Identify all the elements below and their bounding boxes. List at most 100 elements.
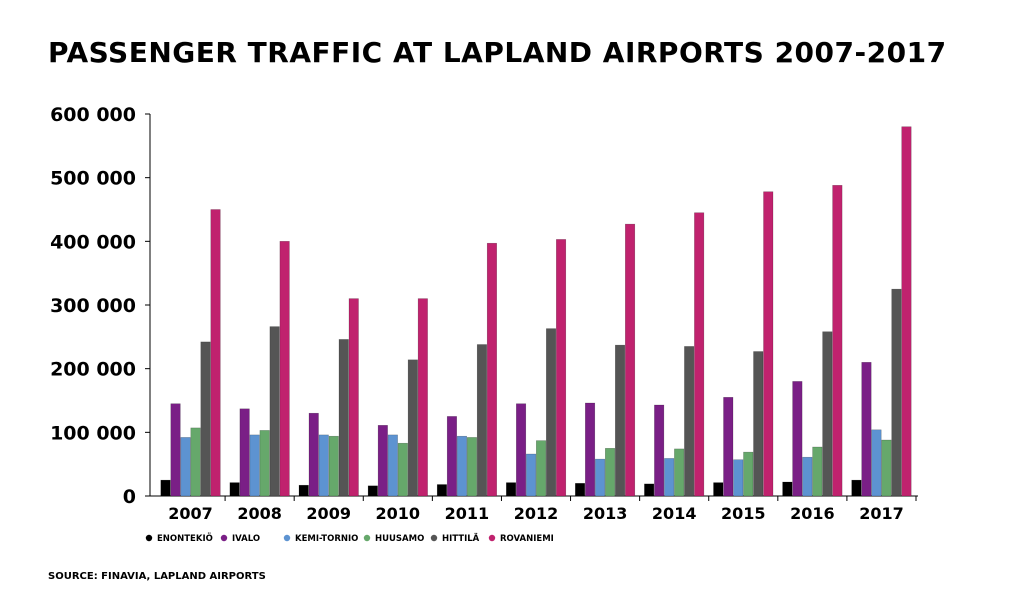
bar [466,437,477,497]
bar [595,458,606,497]
bar [871,429,882,497]
bar [674,448,685,497]
x-tick-label: 2008 [237,504,282,523]
bar [367,485,378,497]
legend-label: ROVANIEMI [500,534,554,544]
legend-swatch [488,534,496,542]
bar [664,458,675,497]
bar [476,344,487,497]
legend-label: HITTILÄ [442,533,480,544]
bar [812,446,823,497]
bar [832,185,843,497]
legend-label: HUUSAMO [375,534,424,544]
legend-swatch [430,534,438,542]
legend-label: ENONTEKIÖ [157,533,213,544]
bar [190,427,201,497]
x-tick-label: 2015 [721,504,766,523]
y-tick-label: 100 000 [50,422,136,444]
legend-swatch [220,534,228,542]
source-note: SOURCE: FINAVIA, LAPLAND AIRPORTS [48,571,266,582]
bar [397,442,408,497]
bar [585,402,596,497]
bar [792,381,803,497]
bar [298,484,309,497]
bar [861,362,872,497]
bar [615,344,626,497]
bar [516,403,527,497]
bar [743,451,754,497]
bar [249,434,260,497]
x-tick-label: 2007 [168,504,213,523]
bar [180,437,191,497]
x-tick-label: 2016 [790,504,835,523]
y-tick-label: 0 [123,486,136,508]
bar [259,430,270,497]
legend-swatch [363,534,371,542]
bar [605,448,616,497]
y-tick-label: 600 000 [50,104,136,126]
bar [881,439,892,497]
bars [160,126,912,497]
x-tick-label: 2017 [859,504,904,523]
bar [851,479,862,497]
bar [446,416,457,497]
x-tick-label: 2011 [445,504,490,523]
x-tick-label: 2014 [652,504,697,523]
legend: ENONTEKIÖ IVALO KEMI-TORNIO HUUSAMO HITTILÄ R… [145,533,554,544]
bar [407,359,418,497]
bar [200,341,211,497]
bar [348,298,359,497]
y-tick-label: 200 000 [50,359,136,381]
x-tick-label: 2012 [514,504,559,523]
bar [723,397,734,497]
bar [654,404,665,497]
bar [486,242,497,497]
bar [436,484,447,497]
bar [417,298,428,497]
x-tick-label: 2009 [306,504,351,523]
legend-label: IVALO [232,534,260,544]
bar [170,403,181,497]
bar [556,239,567,497]
bar [308,412,319,497]
bar [229,482,240,497]
bar [901,126,912,497]
bar [387,434,398,497]
legend-swatch [283,534,291,542]
bar [802,456,813,497]
chart-title: PASSENGER TRAFFIC AT LAPLAND AIRPORTS 20… [48,36,947,69]
bar [625,223,636,497]
bar [526,453,537,497]
bar [536,440,547,497]
bar [328,435,339,497]
bar [713,482,724,497]
bar [575,483,586,497]
y-tick-label: 500 000 [50,168,136,190]
bar [822,331,833,497]
bar [456,435,467,497]
x-tick-label: 2013 [583,504,628,523]
legend-label: KEMI-TORNIO [295,534,358,544]
x-axis: 2007 2008 2009 2010 2011 2012 2013 2014 2015 2016… [150,495,918,523]
bar [269,326,280,497]
bar [506,482,517,497]
bar [377,425,388,497]
bar [891,288,902,497]
bar [644,483,655,497]
bar [684,346,695,497]
bar [279,241,290,497]
bar [239,408,250,497]
bar [546,328,557,497]
y-tick-label: 400 000 [50,231,136,253]
y-axis: 0 100 000 200 000 300 000 400 000 500 000 600 … [50,104,151,508]
bar [733,459,744,497]
bar [210,209,221,497]
bar [753,351,764,497]
bar [694,212,705,497]
bar [763,191,774,497]
bar [338,339,349,497]
x-tick-label: 2010 [376,504,421,523]
bar [782,481,793,497]
bar [318,434,329,497]
